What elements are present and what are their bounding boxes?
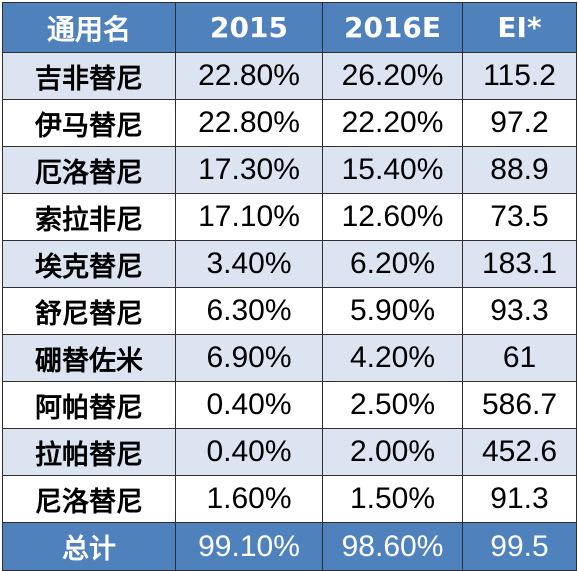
cell-2016e: 15.40% [322, 146, 463, 194]
cell-2016e: 22.20% [322, 99, 463, 147]
cell-2016e: 2.50% [322, 381, 463, 429]
table-row: 索拉非尼 17.10% 12.60% 73.5 [2, 193, 577, 241]
header-cell-2016e: 2016E [322, 2, 463, 53]
cell-2015: 17.10% [175, 193, 323, 241]
cell-2015: 6.90% [175, 334, 323, 382]
cell-ei: 97.2 [462, 99, 577, 147]
cell-drug-name: 尼洛替尼 [2, 475, 176, 523]
cell-2016e: 5.90% [322, 287, 463, 335]
cell-ei: 452.6 [462, 428, 577, 476]
cell-2015: 22.80% [175, 99, 323, 147]
cell-ei: 183.1 [462, 240, 577, 288]
cell-drug-name: 埃克替尼 [2, 240, 176, 288]
table-row: 阿帕替尼 0.40% 2.50% 586.7 [2, 381, 577, 429]
table-row: 舒尼替尼 6.30% 5.90% 93.3 [2, 287, 577, 335]
cell-ei: 586.7 [462, 381, 577, 429]
cell-drug-name: 硼替佐米 [2, 334, 176, 382]
header-cell-ei: EI* [462, 2, 577, 53]
cell-ei: 88.9 [462, 146, 577, 194]
cell-2015: 6.30% [175, 287, 323, 335]
cell-drug-name: 伊马替尼 [2, 99, 176, 147]
table-row: 吉非替尼 22.80% 26.20% 115.2 [2, 52, 577, 100]
total-label: 总计 [2, 522, 176, 571]
cell-drug-name: 阿帕替尼 [2, 381, 176, 429]
cell-drug-name: 厄洛替尼 [2, 146, 176, 194]
cell-2015: 22.80% [175, 52, 323, 100]
cell-ei: 93.3 [462, 287, 577, 335]
total-2015: 99.10% [175, 522, 323, 571]
total-row: 总计 99.10% 98.60% 99.5 [2, 522, 577, 571]
total-ei: 99.5 [462, 522, 577, 571]
cell-drug-name: 拉帕替尼 [2, 428, 176, 476]
cell-2016e: 12.60% [322, 193, 463, 241]
table-row: 埃克替尼 3.40% 6.20% 183.1 [2, 240, 577, 288]
cell-drug-name: 舒尼替尼 [2, 287, 176, 335]
header-row: 通用名 2015 2016E EI* [2, 2, 577, 53]
cell-2015: 17.30% [175, 146, 323, 194]
header-cell-name: 通用名 [2, 2, 176, 53]
table-row: 伊马替尼 22.80% 22.20% 97.2 [2, 99, 577, 147]
cell-2015: 0.40% [175, 428, 323, 476]
cell-drug-name: 索拉非尼 [2, 193, 176, 241]
cell-2016e: 1.50% [322, 475, 463, 523]
cell-ei: 91.3 [462, 475, 577, 523]
cell-drug-name: 吉非替尼 [2, 52, 176, 100]
cell-2016e: 4.20% [322, 334, 463, 382]
total-2016e: 98.60% [322, 522, 463, 571]
cell-ei: 61 [462, 334, 577, 382]
table-row: 尼洛替尼 1.60% 1.50% 91.3 [2, 475, 577, 523]
cell-2016e: 26.20% [322, 52, 463, 100]
cell-2016e: 6.20% [322, 240, 463, 288]
cell-2015: 3.40% [175, 240, 323, 288]
cell-2015: 0.40% [175, 381, 323, 429]
table-row: 拉帕替尼 0.40% 2.00% 452.6 [2, 428, 577, 476]
table-row: 厄洛替尼 17.30% 15.40% 88.9 [2, 146, 577, 194]
header-cell-2015: 2015 [175, 2, 323, 53]
cell-ei: 73.5 [462, 193, 577, 241]
cell-ei: 115.2 [462, 52, 577, 100]
cell-2016e: 2.00% [322, 428, 463, 476]
cell-2015: 1.60% [175, 475, 323, 523]
table-row: 硼替佐米 6.90% 4.20% 61 [2, 334, 577, 382]
